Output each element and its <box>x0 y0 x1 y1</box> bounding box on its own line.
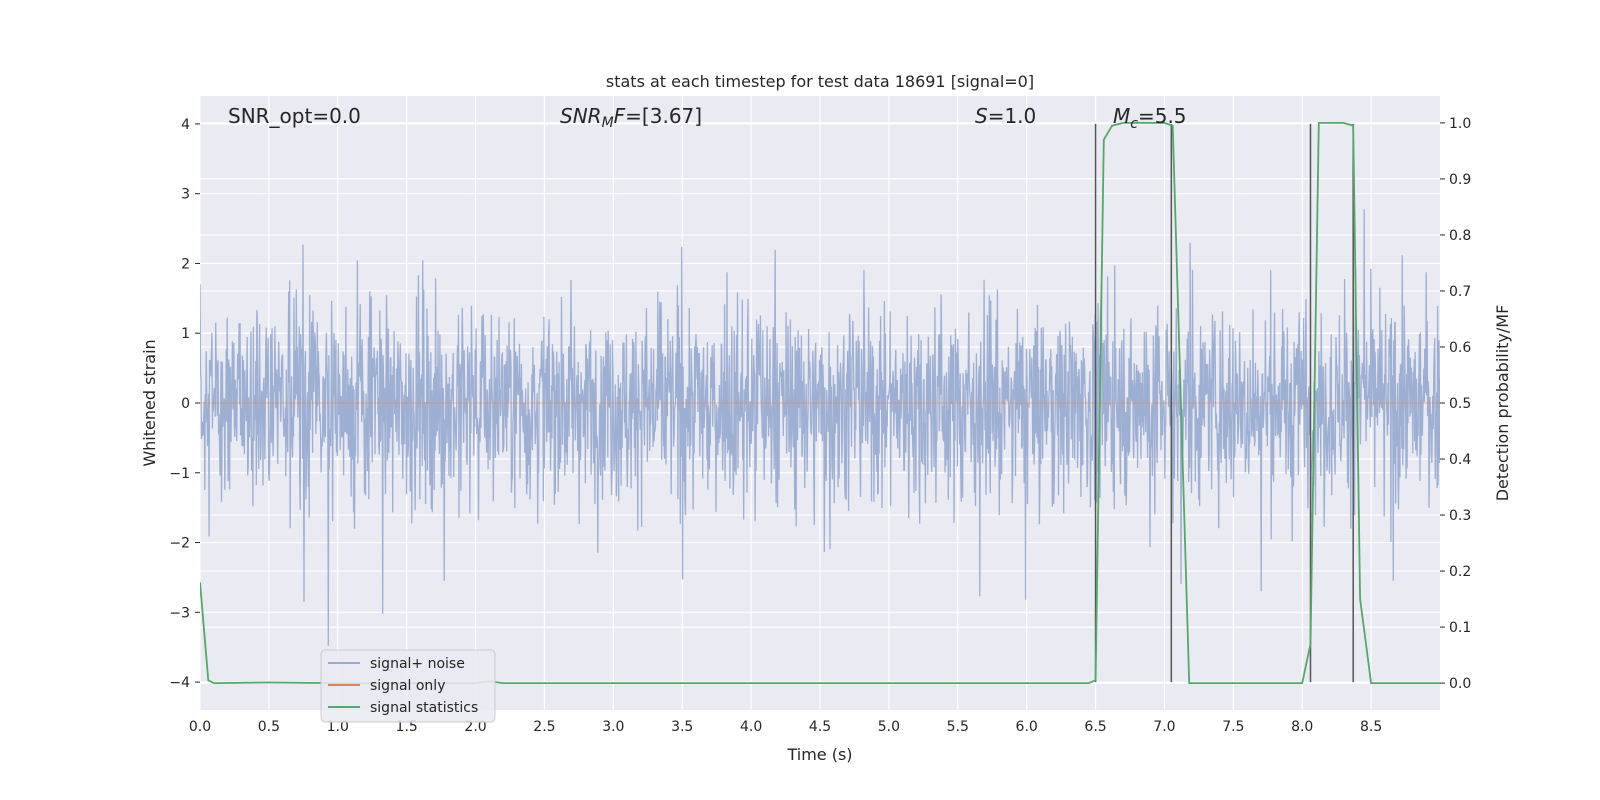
x-axis-ticks: 0.0 0.5 1.0 1.5 2.0 2.5 3.0 3.5 4.0 4.5 5.0 5.5 6.0 6… <box>189 719 1382 735</box>
chart-title: stats at each timestep for test data 186… <box>606 72 1034 91</box>
y-tick-label: 2 <box>181 256 190 272</box>
y-right-tick-label: 0.1 <box>1449 620 1471 636</box>
legend-box <box>320 649 496 723</box>
legend: signal+ noise signal only signal statist… <box>320 649 496 723</box>
noise-series <box>200 209 1440 646</box>
x-tick-label: 4.5 <box>809 719 831 735</box>
y-axis-ticks: −4 −3 −2 −1 0 1 2 3 4 <box>169 117 200 691</box>
y-tick-label: −3 <box>169 605 190 621</box>
legend-label-noise: signal+ noise <box>370 656 465 672</box>
y-right-tick-label: 0.2 <box>1449 564 1471 580</box>
x-tick-label: 0.5 <box>258 719 280 735</box>
y-right-tick-label: 0.6 <box>1449 340 1471 356</box>
x-tick-label: 3.0 <box>602 719 624 735</box>
legend-label-signal: signal only <box>370 678 445 694</box>
x-axis-label: Time (s) <box>786 745 852 764</box>
annotation-snr-mf: SNRMF=[3.67] <box>560 104 702 131</box>
y-right-tick-label: 0.9 <box>1449 172 1471 188</box>
y-right-tick-label: 0.3 <box>1449 508 1471 524</box>
y-right-tick-label: 0.7 <box>1449 284 1471 300</box>
y-right-tick-label: 0.5 <box>1449 396 1471 412</box>
y-tick-label: −4 <box>169 675 190 691</box>
x-tick-label: 0.0 <box>189 719 211 735</box>
y-right-axis-ticks: 0.0 0.1 0.2 0.3 0.4 0.5 0.6 0.7 0.8 0.9 1.0 <box>1440 116 1471 692</box>
x-tick-label: 2.0 <box>464 719 486 735</box>
y-tick-label: 0 <box>181 396 190 412</box>
annotation-mc: Mc=5.5 <box>1113 104 1187 132</box>
x-tick-label: 6.5 <box>1084 719 1106 735</box>
x-tick-label: 8.5 <box>1360 719 1382 735</box>
y-tick-label: 4 <box>181 117 190 133</box>
x-tick-label: 2.5 <box>533 719 555 735</box>
x-tick-label: 4.0 <box>740 719 762 735</box>
x-tick-label: 8.0 <box>1291 719 1313 735</box>
x-tick-label: 1.0 <box>327 719 349 735</box>
noise-trace <box>200 209 1440 646</box>
annotation-s: S=1.0 <box>975 104 1036 128</box>
x-tick-label: 3.5 <box>671 719 693 735</box>
y-right-tick-label: 1.0 <box>1449 116 1471 132</box>
x-tick-label: 5.5 <box>947 719 969 735</box>
y-right-axis-label: Detection probability/MF <box>1493 305 1512 502</box>
y-axis-label: Whitened strain <box>140 339 159 466</box>
x-tick-label: 5.0 <box>878 719 900 735</box>
y-right-tick-label: 0.0 <box>1449 676 1471 692</box>
x-tick-label: 6.0 <box>1016 719 1038 735</box>
y-tick-label: −1 <box>169 466 190 482</box>
y-tick-label: −2 <box>169 536 190 552</box>
x-tick-label: 7.5 <box>1222 719 1244 735</box>
annotation-snr-opt: SNR_opt=0.0 <box>228 104 361 128</box>
y-right-tick-label: 0.8 <box>1449 228 1471 244</box>
y-right-tick-label: 0.4 <box>1449 452 1471 468</box>
x-tick-label: 1.5 <box>396 719 418 735</box>
y-tick-label: 1 <box>181 326 190 342</box>
legend-label-stat: signal statistics <box>370 700 478 716</box>
x-tick-label: 7.0 <box>1153 719 1175 735</box>
y-tick-label: 3 <box>181 187 190 203</box>
